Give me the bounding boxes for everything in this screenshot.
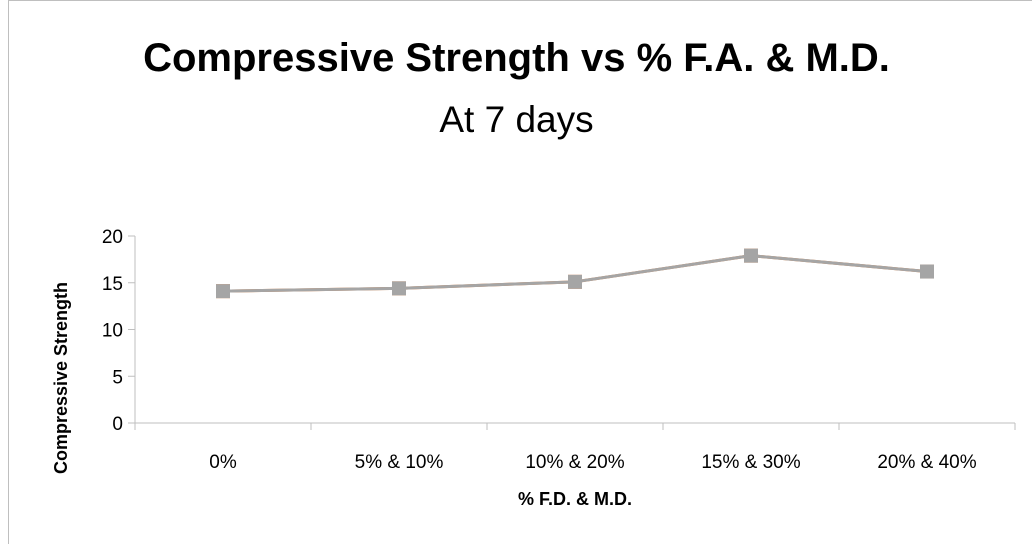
y-tick-label: 5 — [112, 367, 123, 388]
y-tick-label: 0 — [112, 414, 123, 435]
y-tick-label: 10 — [102, 321, 123, 342]
data-point — [744, 248, 758, 263]
chart-title: Compressive Strength vs % F.A. & M.D. — [143, 36, 890, 80]
chart-subtitle: At 7 days — [439, 99, 594, 140]
chart-area — [8, 0, 1032, 544]
data-point — [568, 274, 582, 289]
series-group — [216, 248, 934, 299]
data-point — [920, 264, 934, 279]
x-tick-label: 5% & 10% — [355, 452, 444, 473]
data-point — [216, 284, 230, 299]
x-axis-title: % F.D. & M.D. — [518, 489, 632, 509]
y-tick-label: 15 — [102, 274, 123, 295]
y-tick-label: 20 — [102, 227, 123, 248]
y-axis-title: Compressive Strength — [51, 282, 71, 474]
x-tick-label: 20% & 40% — [877, 452, 976, 473]
x-tick-label: 0% — [209, 452, 237, 473]
x-tick-label: 15% & 30% — [701, 452, 800, 473]
y-axis: 0 5 10 15 20 — [102, 227, 136, 435]
x-axis: 0% 5% & 10% 10% & 20% 15% & 30% 20% & 40% — [134, 422, 1016, 473]
data-point — [392, 281, 406, 296]
x-tick-label: 10% & 20% — [525, 452, 624, 473]
series-2 — [216, 248, 934, 299]
